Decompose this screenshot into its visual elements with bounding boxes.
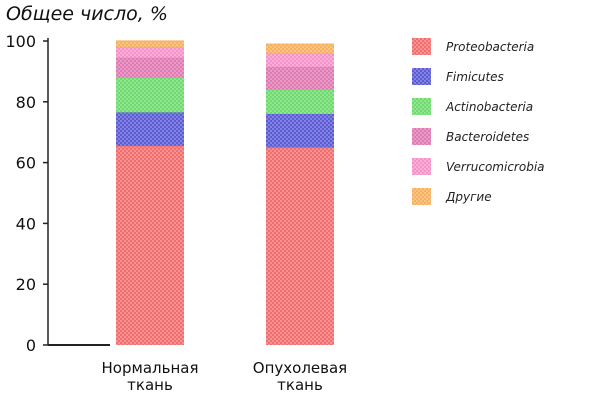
legend-swatch-texture [412, 98, 431, 115]
bar-texture [116, 145, 184, 345]
bar-texture [266, 147, 334, 345]
y-axis-title: Общее число, % [6, 3, 168, 25]
bar-texture [116, 41, 184, 48]
y-tick-label: 0 [26, 336, 36, 355]
bar-texture [116, 57, 184, 78]
bar-texture [266, 53, 334, 67]
legend-label-bacteroidetes: Bacteroidetes [446, 130, 529, 144]
bar-texture [266, 66, 334, 90]
legend-label-actinobacteria: Actinobacteria [445, 100, 533, 114]
x-category-label: Опухолевая ткань [253, 359, 347, 394]
bar-texture [116, 112, 184, 146]
y-tick-label: 20 [16, 275, 36, 294]
legend-swatch-texture [412, 38, 431, 55]
bar-texture [266, 113, 334, 148]
legend-label-другие: Другие [445, 190, 492, 204]
legend-swatch-texture [412, 128, 431, 145]
bar-texture [266, 44, 334, 54]
legend-label-verrucomicrobia: Verrucomicrobia [446, 160, 545, 174]
x-category-label: Нормальная ткань [102, 359, 199, 394]
bar-texture [266, 89, 334, 114]
bar-texture [116, 47, 184, 58]
legend-swatch-texture [412, 158, 431, 175]
y-tick-label: 40 [16, 214, 36, 233]
bar-texture [116, 77, 184, 113]
y-tick-label: 80 [16, 93, 36, 112]
legend-swatch-texture [412, 68, 431, 85]
y-tick-label: 60 [16, 154, 36, 173]
legend-label-fimicutes: Fimicutes [446, 70, 504, 84]
legend-label-proteobacteria: Proteobacteria [446, 40, 534, 54]
legend-swatch-texture [412, 188, 431, 205]
y-tick-label: 100 [5, 32, 36, 51]
